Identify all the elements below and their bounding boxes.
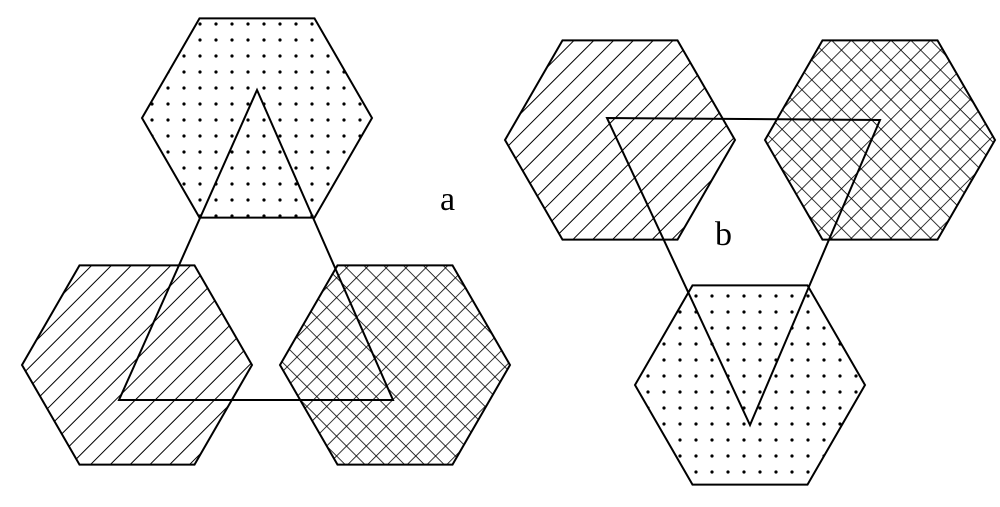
label-b: b (715, 216, 732, 253)
hex-b-bottom (635, 285, 865, 484)
hex-a-right (280, 265, 510, 464)
label-a: a (440, 181, 455, 218)
hex-b-right (765, 40, 995, 239)
hex-a-top (142, 18, 372, 217)
diagram-canvas: ab (0, 0, 1000, 507)
group-a: a (22, 18, 510, 464)
hex-a-left (22, 265, 252, 464)
hex-b-left (505, 40, 735, 239)
group-b: b (505, 40, 995, 484)
